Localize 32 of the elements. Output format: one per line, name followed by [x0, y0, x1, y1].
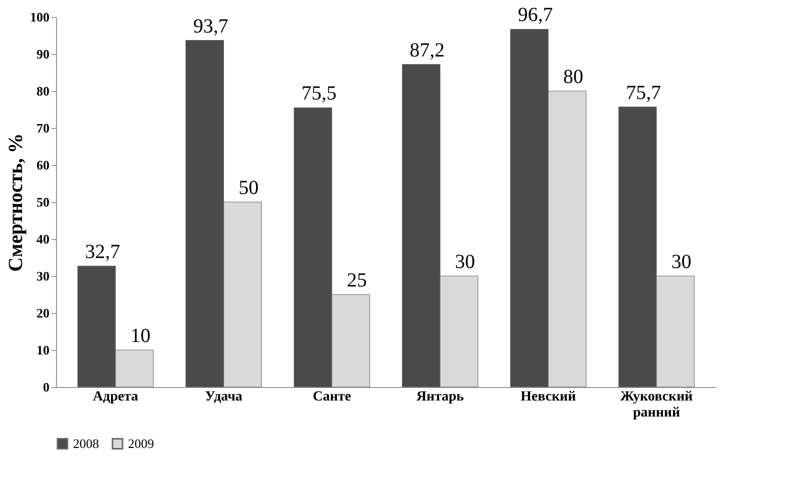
data-label: 25	[346, 270, 367, 292]
data-label: 80	[563, 66, 584, 88]
x-tick-label: Жуковский ранний	[620, 390, 693, 420]
y-tick-label: 60	[36, 158, 50, 172]
data-label: 75,7	[626, 82, 662, 104]
data-label: 30	[455, 251, 476, 273]
data-label: 87,2	[410, 39, 445, 62]
data-label: 50	[238, 177, 259, 199]
x-tick-label: Адрета	[92, 390, 138, 404]
y-tick-label: 10	[36, 342, 50, 358]
y-tick-label: 100	[30, 10, 50, 24]
data-label: 93,7	[193, 15, 228, 38]
y-tick-label: 90	[36, 46, 50, 62]
x-tick-label: Удача	[205, 390, 242, 404]
data-label: 75,5	[301, 82, 336, 105]
data-label: 32,7	[85, 241, 120, 264]
data-label: 10	[130, 325, 150, 347]
y-tick-label: 50	[36, 194, 50, 210]
data-label: 30	[671, 251, 692, 273]
y-tick-label: 20	[36, 306, 50, 320]
y-tick-label: 0	[43, 380, 50, 394]
x-tick-label: Санте	[312, 390, 352, 404]
legend-label: 2009	[128, 436, 154, 451]
x-tick-label: Невский	[520, 390, 576, 404]
y-tick-label: 80	[36, 84, 50, 98]
y-tick-label: 30	[36, 268, 50, 284]
x-tick-label: Янтарь	[416, 390, 464, 404]
y-tick-label: 70	[36, 120, 50, 136]
data-label: 96,7	[518, 4, 553, 26]
y-tick-label: 40	[36, 232, 50, 246]
y-axis-title: Смертность, %	[5, 133, 27, 272]
legend-label: 2008	[73, 436, 99, 451]
